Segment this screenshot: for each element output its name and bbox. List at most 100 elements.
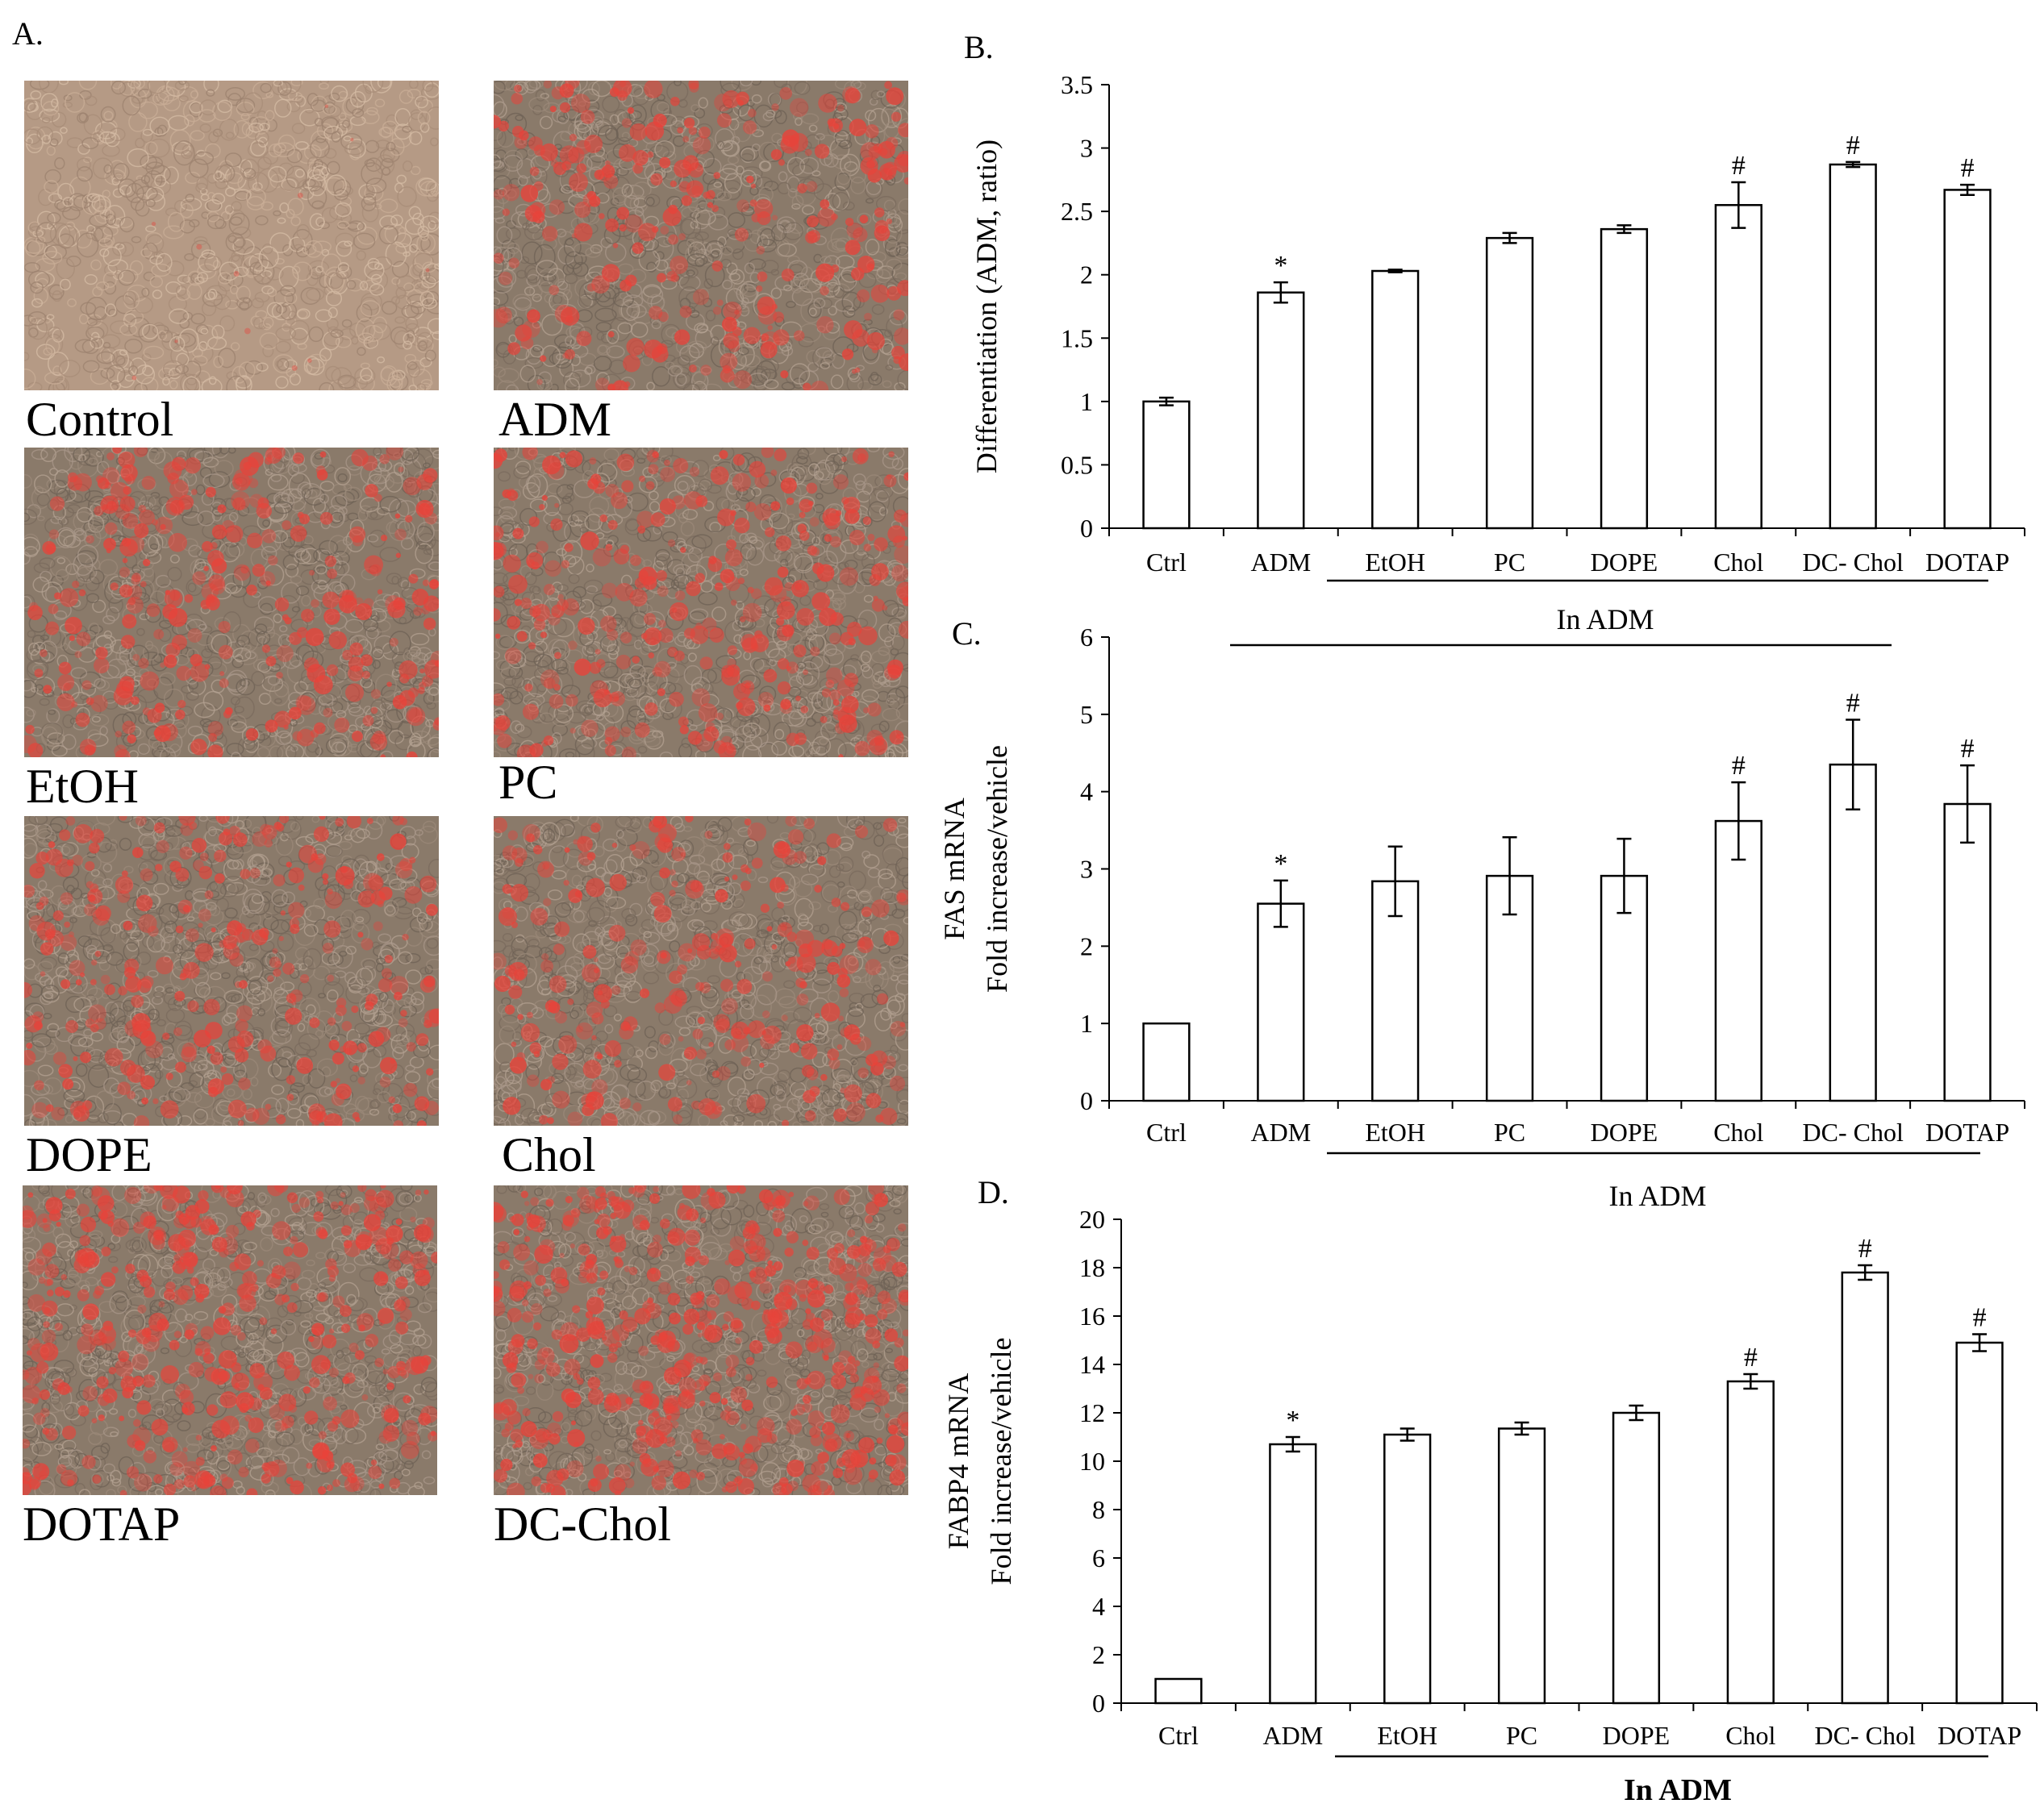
y-tick-label-D-5: 10 [1079, 1447, 1105, 1476]
bar-C-7 [1943, 802, 1992, 1102]
micrograph-label-3: PC [498, 756, 558, 809]
y-axis-title2-D: Fold increase/vehicle [985, 1338, 1017, 1585]
y-tick-label-B-2: 1 [1080, 387, 1093, 416]
y-tick-label-B-5: 2.5 [1061, 197, 1093, 226]
micrograph-1 [494, 81, 908, 390]
x-label-B-7: DOTAP [1925, 548, 2009, 577]
annotation-D-1: * [1286, 1406, 1299, 1435]
micrograph-7 [494, 1185, 908, 1495]
y-tick-label-D-3: 6 [1092, 1543, 1105, 1572]
micrograph-4 [24, 816, 439, 1126]
bar-D-2 [1383, 1433, 1432, 1705]
y-axis-title-B: Differentiation (ADM, ratio) [970, 140, 1003, 473]
y-axis-title-C: FAS mRNA [938, 798, 970, 939]
bar-D-6 [1841, 1271, 1889, 1705]
micrograph-label-6: DOTAP [23, 1498, 181, 1551]
micrograph-3 [494, 448, 908, 757]
annotation-C-5: # [1732, 751, 1746, 781]
bar-B-0 [1142, 400, 1191, 530]
annotation-C-6: # [1846, 689, 1860, 719]
annotation-D-7: # [1973, 1303, 1987, 1333]
y-tick-label-C-5: 5 [1080, 700, 1093, 729]
error-bar-D-6 [1858, 1264, 1873, 1281]
x-label-B-4: DOPE [1591, 548, 1658, 577]
error-bar-D-5 [1743, 1373, 1758, 1390]
chart-D: 0 2 4 6 8 10 12 14 16 18 20 Ctrl * ADM EtOH PC DOPE # Chol… [942, 1205, 2038, 1807]
panel-letter-c: C. [952, 615, 982, 652]
error-bar-B-1 [1273, 281, 1288, 304]
bar-B-2 [1371, 269, 1420, 530]
micrograph-5 [494, 816, 908, 1126]
x-label-D-0: Ctrl [1158, 1721, 1199, 1750]
micrograph-0 [24, 81, 439, 390]
y-tick-label-D-9: 18 [1079, 1253, 1105, 1282]
y-tick-label-D-0: 0 [1092, 1689, 1105, 1718]
x-label-B-6: DC- Chol [1803, 548, 1904, 577]
y-tick-label-C-4: 4 [1080, 777, 1093, 806]
y-tick-label-D-8: 16 [1079, 1302, 1105, 1331]
bar-B-1 [1257, 291, 1305, 530]
y-axis-title2-C: Fold increase/vehicle [981, 745, 1013, 993]
x-label-D-5: Chol [1725, 1721, 1775, 1750]
bar-B-4 [1600, 227, 1649, 530]
group-label-C: In ADM [1608, 1180, 1706, 1212]
error-bar-B-7 [1960, 183, 1975, 196]
y-tick-label-B-6: 3 [1080, 134, 1093, 163]
y-tick-label-D-6: 12 [1079, 1398, 1105, 1427]
bar-B-5 [1714, 204, 1762, 530]
error-bar-D-4 [1629, 1404, 1644, 1422]
error-bar-C-2 [1387, 845, 1403, 918]
y-tick-label-D-7: 14 [1079, 1350, 1105, 1379]
bar-B-3 [1485, 236, 1534, 530]
error-bar-B-3 [1502, 231, 1517, 244]
x-label-B-2: EtOH [1365, 548, 1425, 577]
error-bar-D-7 [1972, 1333, 1988, 1352]
error-bar-D-3 [1514, 1421, 1529, 1436]
annotation-D-6: # [1858, 1234, 1872, 1264]
x-label-C-1: ADM [1250, 1118, 1311, 1147]
y-tick-label-D-2: 4 [1092, 1592, 1105, 1621]
panel-letter-d: D. [978, 1174, 1009, 1210]
error-bar-D-2 [1400, 1427, 1415, 1442]
y-tick-label-C-6: 6 [1080, 623, 1093, 652]
annotation-B-1: * [1274, 251, 1287, 281]
error-bar-C-3 [1502, 835, 1517, 916]
bar-C-0 [1142, 1022, 1191, 1102]
bar-D-5 [1726, 1380, 1775, 1705]
y-tick-label-D-1: 2 [1092, 1640, 1105, 1669]
x-label-D-2: EtOH [1377, 1721, 1437, 1750]
error-bar-D-1 [1285, 1435, 1300, 1453]
annotation-B-5: # [1732, 151, 1746, 181]
bar-D-0 [1154, 1677, 1203, 1705]
error-bar-C-7 [1960, 764, 1975, 844]
error-bar-B-4 [1616, 224, 1632, 235]
x-label-C-6: DC- Chol [1803, 1118, 1904, 1147]
group-label-D: In ADM [1624, 1773, 1732, 1807]
x-label-C-0: Ctrl [1146, 1118, 1187, 1147]
y-tick-label-B-0: 0 [1080, 514, 1093, 543]
bar-C-1 [1257, 902, 1305, 1102]
error-bar-B-5 [1731, 181, 1746, 229]
bar-C-2 [1371, 880, 1420, 1102]
annotation-C-7: # [1961, 734, 1975, 764]
x-label-D-4: DOPE [1603, 1721, 1671, 1750]
x-label-C-3: PC [1494, 1118, 1525, 1147]
y-tick-label-C-0: 0 [1080, 1086, 1093, 1115]
micrograph-label-0: Control [26, 393, 174, 446]
error-bar-B-6 [1846, 160, 1861, 169]
x-label-C-5: Chol [1713, 1118, 1763, 1147]
x-label-D-7: DOTAP [1938, 1721, 2021, 1750]
micrograph-6 [23, 1185, 437, 1495]
error-bar-C-1 [1273, 879, 1288, 928]
annotation-D-5: # [1744, 1343, 1758, 1373]
y-tick-label-C-3: 3 [1080, 855, 1093, 884]
x-label-C-7: DOTAP [1925, 1118, 2009, 1147]
micrograph-label-4: DOPE [26, 1128, 152, 1181]
bar-D-1 [1269, 1443, 1317, 1705]
error-bar-B-2 [1387, 269, 1403, 273]
bar-C-6 [1829, 763, 1877, 1102]
bar-D-7 [1955, 1341, 2004, 1705]
x-label-C-2: EtOH [1365, 1118, 1425, 1147]
y-tick-label-D-10: 20 [1079, 1205, 1105, 1234]
